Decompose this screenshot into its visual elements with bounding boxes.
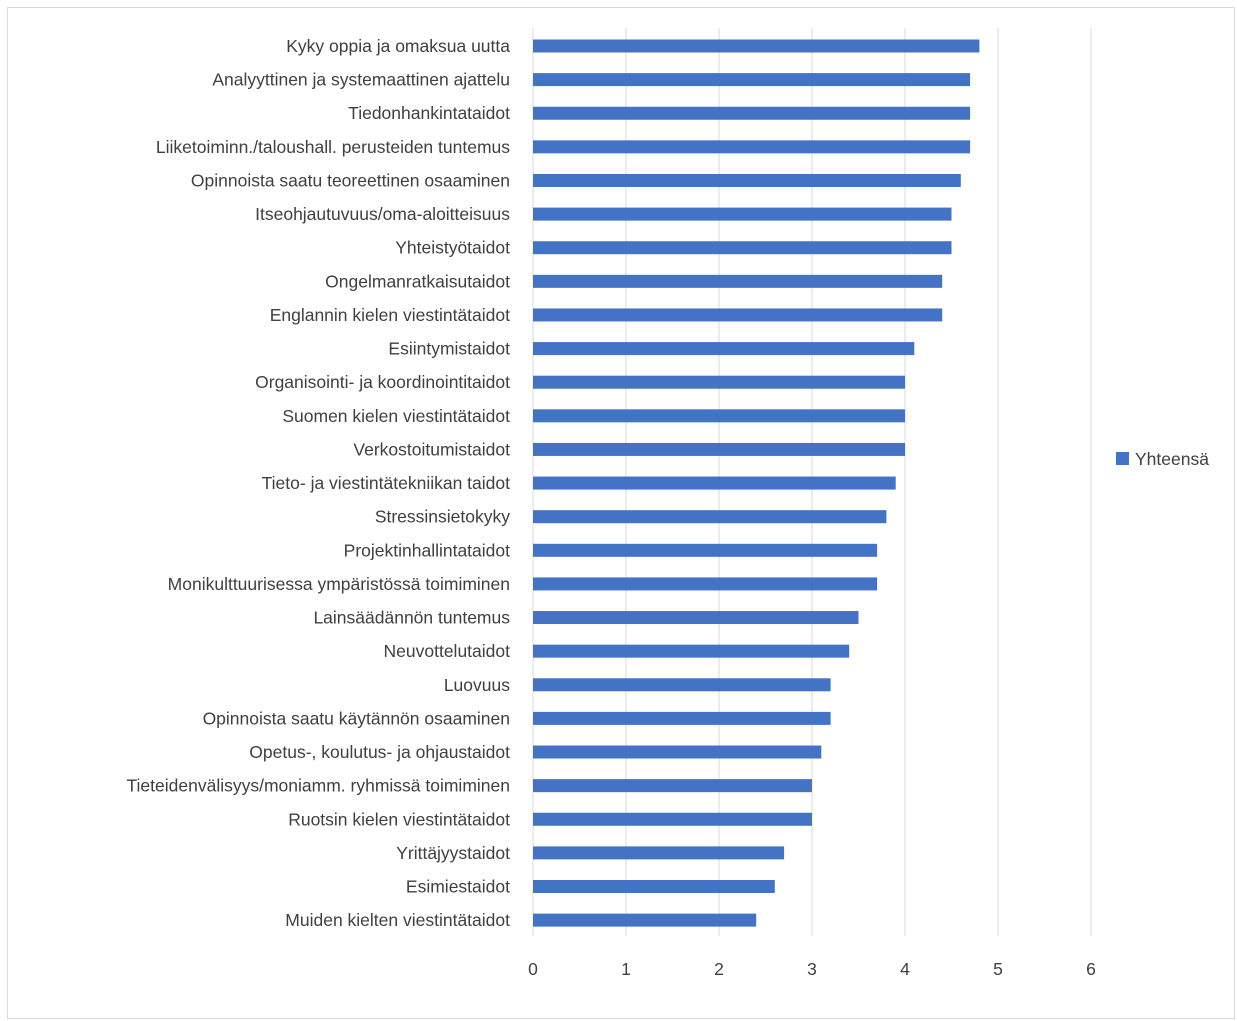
x-tick-label: 3 <box>807 959 817 979</box>
bar <box>533 745 822 759</box>
category-labels: Kyky oppia ja omaksua uutta Analyyttinen … <box>127 36 511 930</box>
x-tick-label: 6 <box>1086 959 1096 979</box>
category-label: Monikulttuurisessa ympäristössä toimimin… <box>168 574 510 594</box>
bar <box>533 140 971 154</box>
category-label: Opinnoista saatu käytännön osaaminen <box>203 708 510 728</box>
category-label: Luovuus <box>444 675 510 695</box>
category-label: Esimiestaidot <box>406 877 510 897</box>
x-tick-label: 1 <box>621 959 631 979</box>
category-label: Tieto- ja viestintätekniikan taidot <box>262 473 511 493</box>
category-label: Kyky oppia ja omaksua uutta <box>286 36 510 56</box>
bar <box>533 779 812 793</box>
category-label: Suomen kielen viestintätaidot <box>282 406 510 426</box>
legend: Yhteensä <box>1116 449 1209 469</box>
x-tick-label: 5 <box>993 959 1003 979</box>
bar <box>533 644 850 658</box>
legend-swatch <box>1116 452 1129 465</box>
category-label: Tieteidenvälisyys/moniamm. ryhmissä toim… <box>127 776 511 796</box>
category-label: Stressinsietokyky <box>375 507 510 527</box>
category-label: Ruotsin kielen viestintätaidot <box>288 809 510 829</box>
category-label: Lainsäädännön tuntemus <box>313 608 510 628</box>
bar <box>533 476 896 490</box>
category-label: Verkostoitumistaidot <box>353 439 510 459</box>
category-label: Opinnoista saatu teoreettinen osaaminen <box>191 170 510 190</box>
category-label: Itseohjautuvuus/oma-aloitteisuus <box>255 204 510 224</box>
bar <box>533 678 831 692</box>
bar <box>533 241 952 255</box>
bars <box>533 39 980 927</box>
category-label: Muiden kielten viestintätaidot <box>285 910 510 930</box>
category-label: Yrittäjyystaidot <box>396 843 510 863</box>
bar <box>533 375 905 389</box>
x-tick-label: 4 <box>900 959 910 979</box>
bar <box>533 880 775 893</box>
bar <box>533 73 971 87</box>
bar <box>533 711 831 725</box>
bar <box>533 106 971 120</box>
bar <box>533 173 961 187</box>
category-label: Liiketoiminn./taloushall. perusteiden tu… <box>156 137 510 157</box>
x-tick-labels: 0 1 2 3 4 5 6 <box>528 959 1096 979</box>
category-label: Opetus-, koulutus- ja ohjaustaidot <box>249 742 510 762</box>
category-label: Ongelmanratkaisutaidot <box>325 271 510 291</box>
category-label: Analyyttinen ja systemaattinen ajattelu <box>212 70 510 90</box>
bar <box>533 442 905 456</box>
bar <box>533 308 943 322</box>
category-label: Englannin kielen viestintätaidot <box>270 305 510 325</box>
bar <box>533 812 812 826</box>
bar <box>533 510 887 524</box>
bar <box>533 543 878 557</box>
x-tick-label: 0 <box>528 959 538 979</box>
category-label: Tiedonhankintataidot <box>348 103 510 123</box>
category-label: Projektinhallintataidot <box>344 540 510 560</box>
category-label: Esiintymistaidot <box>388 339 510 359</box>
category-label: Neuvottelutaidot <box>384 641 511 661</box>
bar <box>533 611 859 625</box>
category-label: Organisointi- ja koordinointitaidot <box>255 372 510 392</box>
bar <box>533 846 785 860</box>
bar <box>533 409 905 423</box>
bar <box>533 342 915 356</box>
bar <box>533 274 943 288</box>
category-label: Yhteistyötaidot <box>395 238 510 258</box>
bar <box>533 913 757 927</box>
legend-label: Yhteensä <box>1135 449 1209 469</box>
bar <box>533 39 980 53</box>
bar <box>533 577 878 591</box>
bar <box>533 207 952 221</box>
x-tick-label: 2 <box>714 959 724 979</box>
